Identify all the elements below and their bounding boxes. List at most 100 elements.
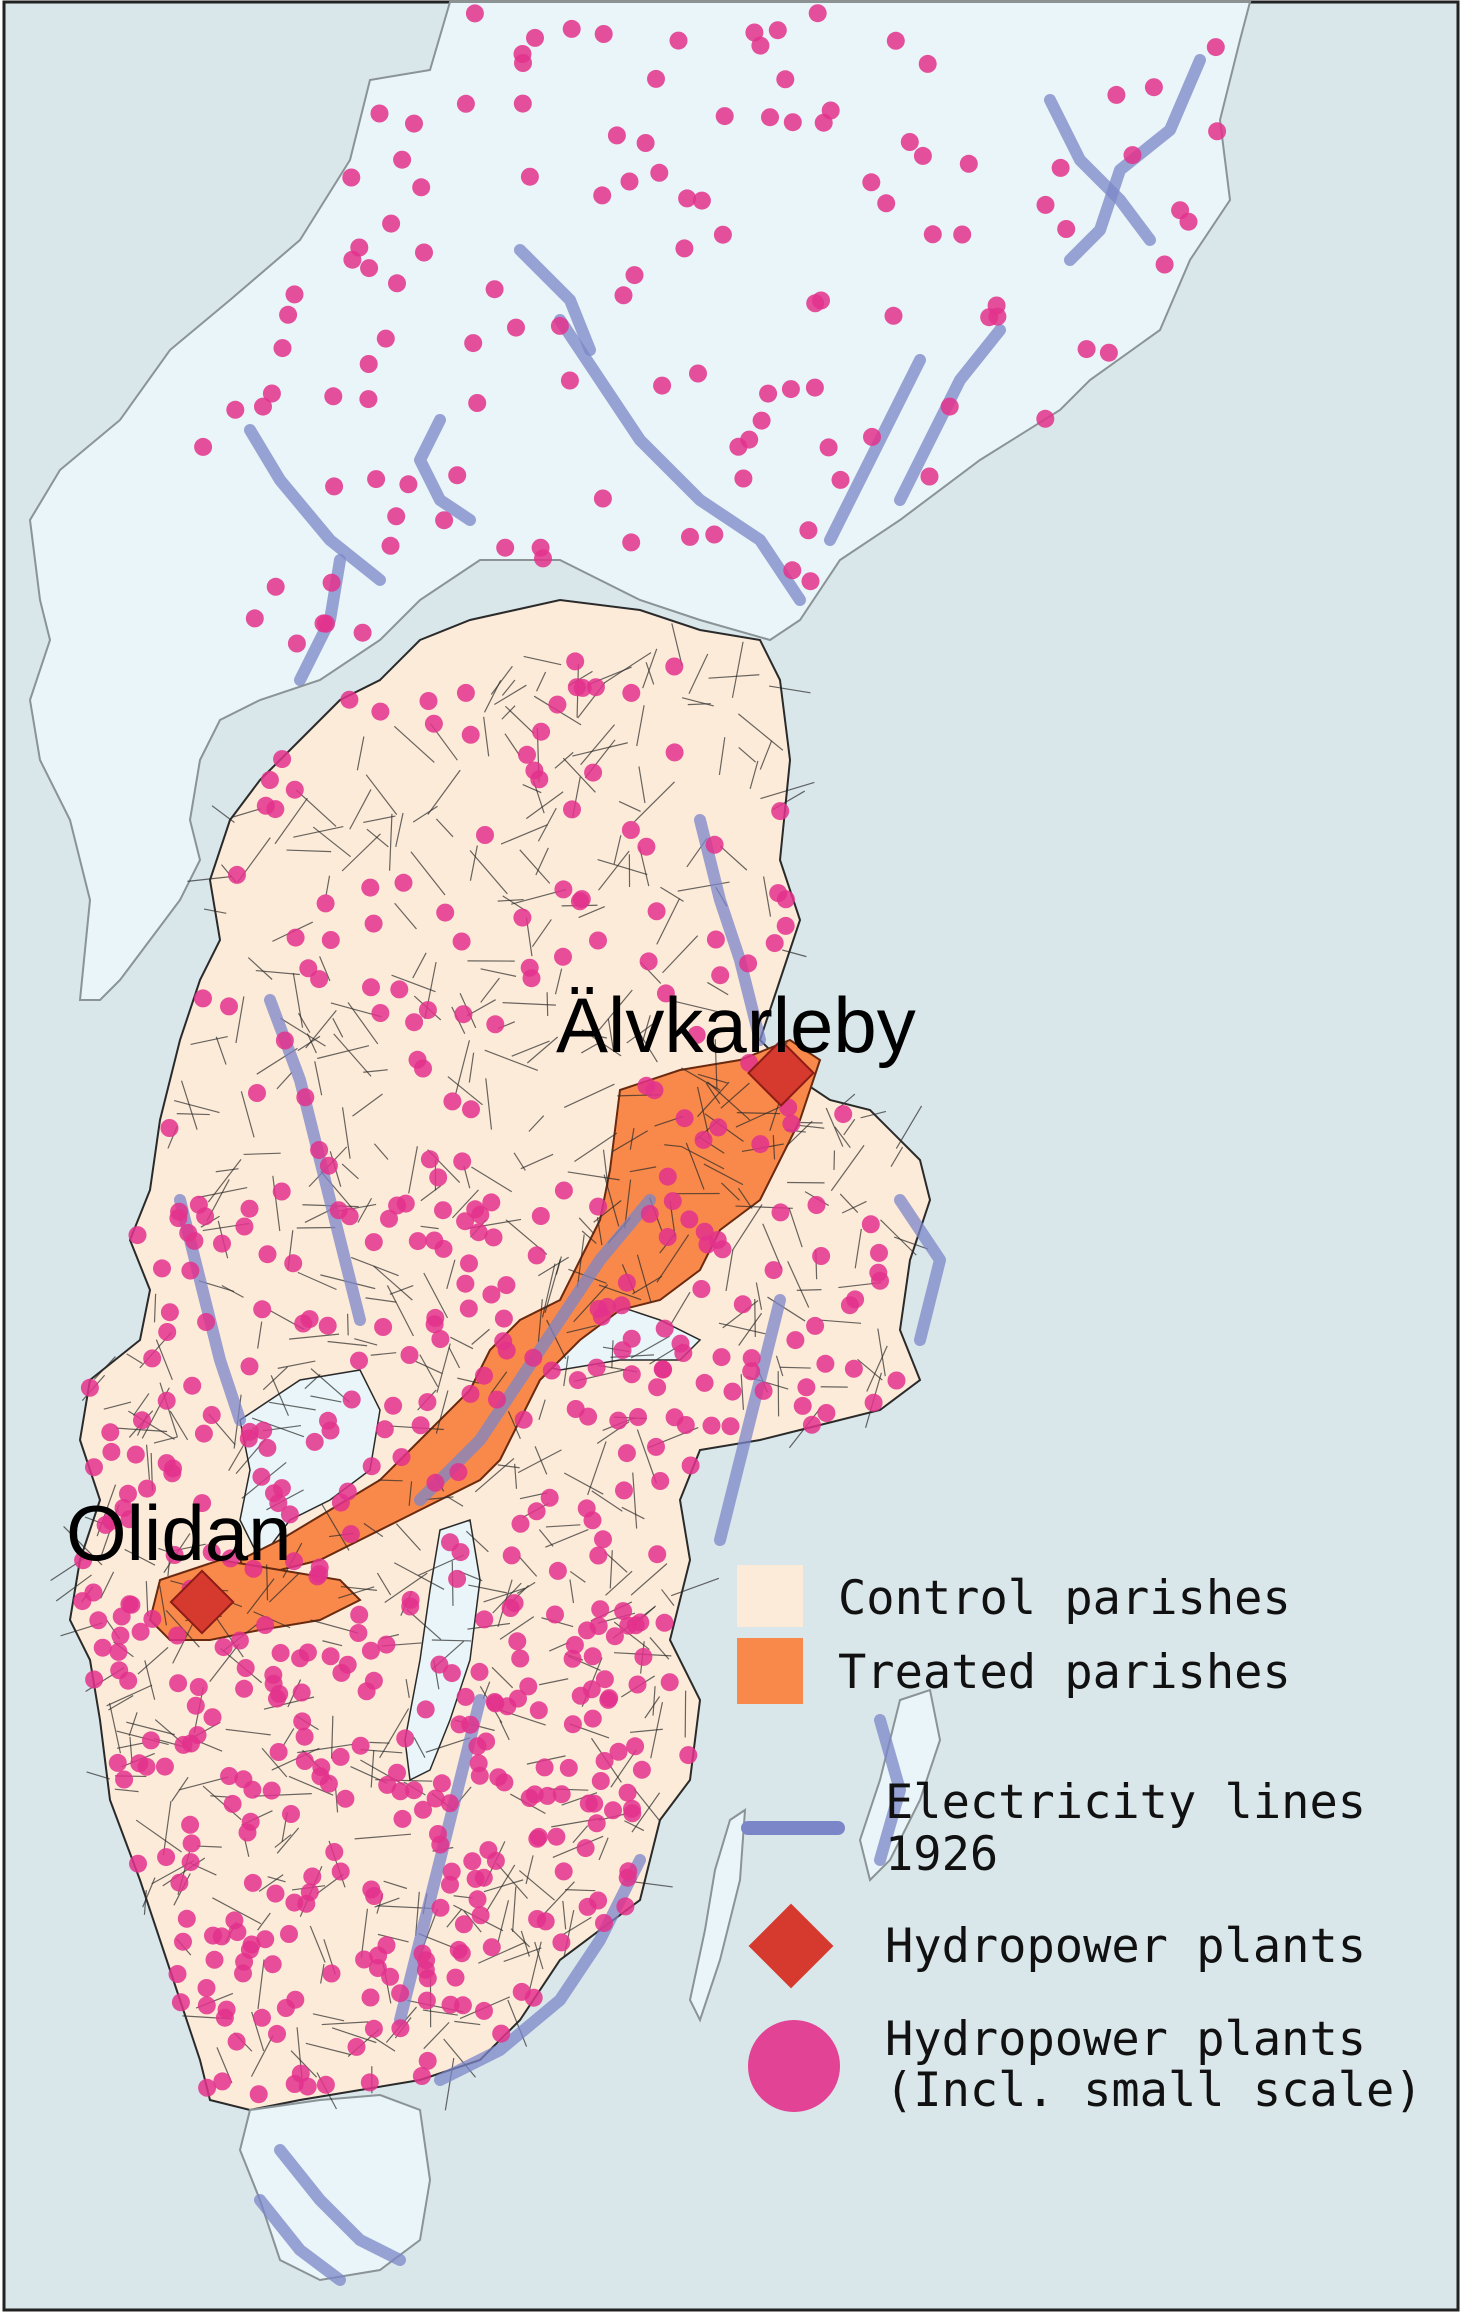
parish-border-segment (389, 1285, 414, 1295)
hydropower-point (220, 1767, 239, 1785)
hydropower-point (733, 1295, 752, 1314)
hydropower-point (393, 150, 412, 169)
parish-border-segment (207, 1159, 242, 1203)
hydropower-point (298, 2077, 317, 2096)
hydropower-point (155, 1757, 174, 1776)
electricity-line (514, 244, 596, 356)
parish-border-segment (143, 1890, 147, 1915)
hydropower-point (817, 1404, 836, 1422)
parish-border-segment (474, 1457, 515, 1493)
parish-border-segment (142, 1877, 156, 1908)
parish-border-segment (731, 641, 744, 698)
parish-border-segment (436, 1343, 451, 1393)
hydropower-point (783, 561, 802, 580)
parish-border-segment (489, 1371, 508, 1395)
parish-border-segment (636, 1254, 652, 1303)
parish-border-segment (895, 1105, 923, 1149)
hydropower-point (583, 1647, 602, 1666)
parish-border-segment (373, 1143, 389, 1160)
hydropower-point (680, 1210, 699, 1229)
hydropower-point (359, 355, 378, 373)
hydropower-point (656, 984, 675, 1003)
hydropower-point (179, 1223, 198, 1242)
hydropower-point (475, 1366, 493, 1385)
parish-border-segment (274, 797, 308, 845)
hydropower-point (531, 1207, 550, 1225)
hydropower-point (660, 1673, 679, 1692)
hydropower-point (370, 104, 389, 123)
parish-border-segment (108, 1703, 122, 1754)
hydropower-point (128, 1226, 147, 1245)
hydropower-point (461, 1715, 480, 1734)
hydropower-point (131, 1622, 150, 1641)
electricity-line (394, 1694, 486, 2026)
parish-border-segment (356, 736, 365, 771)
parish-border-segment (446, 1908, 463, 1928)
hydropower-point (771, 802, 790, 821)
hydropower-point (754, 1381, 773, 1400)
parish-border-segment (518, 1870, 555, 1901)
hydropower-point (85, 1458, 103, 1477)
hydropower-point (451, 1543, 470, 1562)
hydropower-point (378, 1775, 397, 1794)
hydropower-point (530, 770, 549, 789)
parish-border-segment (366, 828, 389, 848)
hydropower-point (471, 1205, 490, 1224)
parish-border-segment (448, 1346, 461, 1369)
hydropower-points-layer (73, 4, 1227, 2104)
hydropower-point (377, 1635, 396, 1654)
hydropower-point (157, 1391, 176, 1410)
hydropower-point (587, 1814, 606, 1833)
hydropower-point (296, 1088, 315, 1107)
parish-border-segment (100, 1571, 115, 1599)
parish-border-segment (420, 1185, 442, 1202)
hydropower-point (920, 467, 939, 486)
hydropower-point (342, 1390, 361, 1409)
parish-border-segment (720, 1082, 750, 1109)
parish-border-segment (469, 850, 508, 895)
hydropower-point (507, 318, 525, 337)
hydropower-point (414, 1800, 432, 1819)
parish-border-segment (720, 845, 748, 871)
parish-border-segment (597, 858, 648, 876)
hydropower-point (647, 902, 666, 921)
parish-border-segment (839, 1193, 859, 1213)
parish-border-segment (310, 1368, 350, 1403)
parish-border-segment (446, 1495, 464, 1507)
parish-border-segment (644, 1696, 661, 1719)
hydropower-point (419, 692, 438, 710)
parish-border-segment (213, 1614, 244, 1658)
hydropower-point (768, 21, 787, 40)
parish-border-segment (697, 1081, 730, 1118)
hydropower-point (739, 954, 758, 973)
parish-border-segment (544, 1259, 561, 1313)
parish-border-segment (321, 2021, 369, 2026)
parish-border-segment (272, 1175, 281, 1232)
hydropower-point (886, 31, 905, 50)
parish-border-segment (860, 1110, 887, 1119)
hydropower-point (160, 1119, 179, 1137)
parish-border-segment (450, 1336, 474, 1350)
hydropower-point (170, 1202, 189, 1221)
parish-border-segment (880, 1219, 917, 1256)
parish-border-segment (405, 1679, 410, 1698)
parish-border-segment (187, 875, 233, 882)
parish-border-segment (636, 1429, 658, 1484)
hydropower-point (305, 1432, 324, 1451)
hydropower-point (468, 394, 487, 412)
hydropower-point (275, 1031, 294, 1050)
hydropower-point (443, 1092, 462, 1111)
parish-border-segment (330, 1715, 334, 1759)
parish-border-segment (621, 1506, 645, 1520)
parish-border-segment (537, 807, 557, 842)
hydropower-point (235, 1217, 254, 1236)
hydropower-point (708, 1231, 727, 1249)
electricity-line (264, 994, 366, 1326)
hydropower-point (364, 914, 383, 933)
hydropower-point (632, 1760, 651, 1779)
hydropower-point (692, 191, 711, 210)
parish-border-segment (535, 847, 549, 876)
hydropower-point (776, 70, 795, 89)
parish-border-segment (854, 1228, 862, 1269)
parish-border-segment (569, 1570, 586, 1583)
